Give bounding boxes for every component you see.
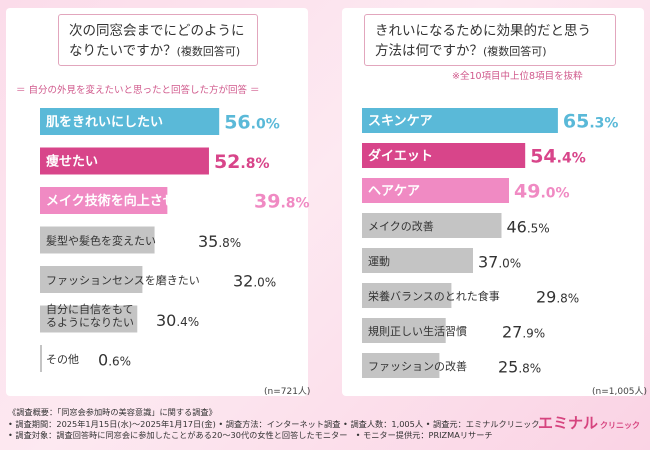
footer-line2: • 調査期間：2025年1月15日(水)～2025年1月17日(金) • 調査方…	[8, 418, 540, 429]
left-sample-size: (n=721人)	[264, 387, 311, 397]
category-label-6: その他	[46, 353, 79, 366]
footer-line3: • 調査対象：調査回答時に同窓会に参加したことがある20～30代の女性と回答した…	[8, 430, 493, 440]
category-label-4: ファッションセンスを磨きたい	[46, 274, 200, 287]
right-sample-size: (n=1,005人)	[592, 387, 648, 397]
value-label-0: 65.3%	[563, 111, 619, 133]
value-label-6: 27.9%	[502, 323, 545, 342]
category-label-0: 肌をきれいにしたい	[46, 115, 163, 130]
right-panel: きれいになるために効果的だと思う 方法は何ですか？(複数回答可) ※全10項目中…	[342, 8, 648, 397]
brand-name: エミナル	[538, 414, 599, 432]
value-label-1: 52.8%	[214, 151, 270, 173]
value-label-3: 35.8%	[198, 232, 241, 251]
category-label-2: ヘアケア	[368, 184, 420, 199]
value-label-1: 54.4%	[530, 146, 586, 168]
category-label-6: 規則正しい生活習慣	[368, 324, 467, 338]
right-question-box: きれいになるために効果的だと思う 方法は何ですか？(複数回答可)	[364, 14, 616, 66]
bar-4	[362, 248, 473, 273]
bar-3	[362, 213, 502, 238]
category-label-0: スキンケア	[368, 114, 433, 129]
brand-sub: クリニック	[600, 421, 641, 430]
bar-7	[362, 353, 440, 378]
category-label-5: 栄養バランスのとれた食事	[368, 289, 500, 303]
category-label-1: ダイエット	[368, 148, 433, 164]
right-question-line2: 方法は何ですか？	[375, 43, 483, 59]
footer-line1: 《調査概要：「同窓会参加時の美容意識」に関する調査》	[8, 407, 217, 417]
right-question-line1: きれいになるために効果的だと思う	[375, 23, 591, 39]
value-label-0: 56.0%	[224, 112, 280, 134]
category-label-1: 痩せたい	[46, 154, 98, 170]
category-label-5: 自分に自信をもてるようになりたい	[46, 303, 134, 329]
bar-2	[40, 187, 168, 214]
left-question-box: 次の同窓会までにどのように なりたいですか？(複数回答可)	[58, 14, 258, 66]
bar-3	[40, 226, 155, 254]
left-panel: 次の同窓会までにどのように なりたいですか？(複数回答可) ＝ 自分の外見を変え…	[6, 8, 311, 397]
right-bar-chart: スキンケア 65.3% ダイエット 54.4% ヘアケア 49.0% メイクの改善 46.5%…	[362, 108, 619, 378]
left-question-line1: 次の同窓会までにどのように	[69, 23, 245, 39]
category-label-2: メイク技術を向上させたい	[46, 193, 202, 209]
bar-4	[40, 266, 143, 293]
category-label-3: 髪型や髪色を変えたい	[46, 234, 156, 248]
bar-6	[40, 345, 42, 372]
value-label-2: 49.0%	[514, 181, 570, 203]
bar-1	[40, 147, 209, 175]
category-label-7: ファッションの改善	[368, 359, 467, 373]
value-label-3: 46.5%	[507, 218, 550, 237]
bar-1	[362, 143, 526, 168]
survey-footer: 《調査概要：「同窓会参加時の美容意識」に関する調査》 • 調査期間：2025年1…	[8, 407, 540, 442]
bar-5	[362, 283, 452, 308]
value-label-2: 39.8%	[254, 191, 310, 213]
value-label-6: 0.6%	[98, 351, 131, 370]
right-question-suffix: (複数回答可)	[483, 45, 547, 58]
bar-6	[362, 318, 446, 343]
value-label-4: 37.0%	[478, 253, 521, 272]
left-respondent-note: ＝ 自分の外見を変えたいと思ったと回答した方が回答 ＝	[16, 85, 260, 96]
bar-0	[362, 108, 558, 133]
left-question-line2: なりたいですか？	[69, 43, 177, 59]
value-label-4: 32.0%	[233, 272, 276, 291]
left-question-suffix: (複数回答可)	[176, 45, 241, 58]
bar-5	[40, 305, 138, 333]
right-selection-note: ※全10項目中上位8項目を抜粋	[452, 71, 583, 82]
value-label-5: 30.4%	[156, 311, 199, 330]
bar-2	[362, 178, 509, 203]
value-label-5: 29.8%	[536, 288, 579, 307]
brand-logo: エミナル クリニック	[538, 412, 640, 433]
category-label-4: 運動	[368, 254, 390, 268]
left-bar-chart: 肌をきれいにしたい 56.0% 痩せたい 52.8% メイク技術を向上させたい 39.8%…	[40, 108, 310, 372]
value-label-7: 25.8%	[498, 358, 541, 377]
bar-0	[40, 108, 220, 135]
category-label-3: メイクの改善	[368, 219, 434, 233]
